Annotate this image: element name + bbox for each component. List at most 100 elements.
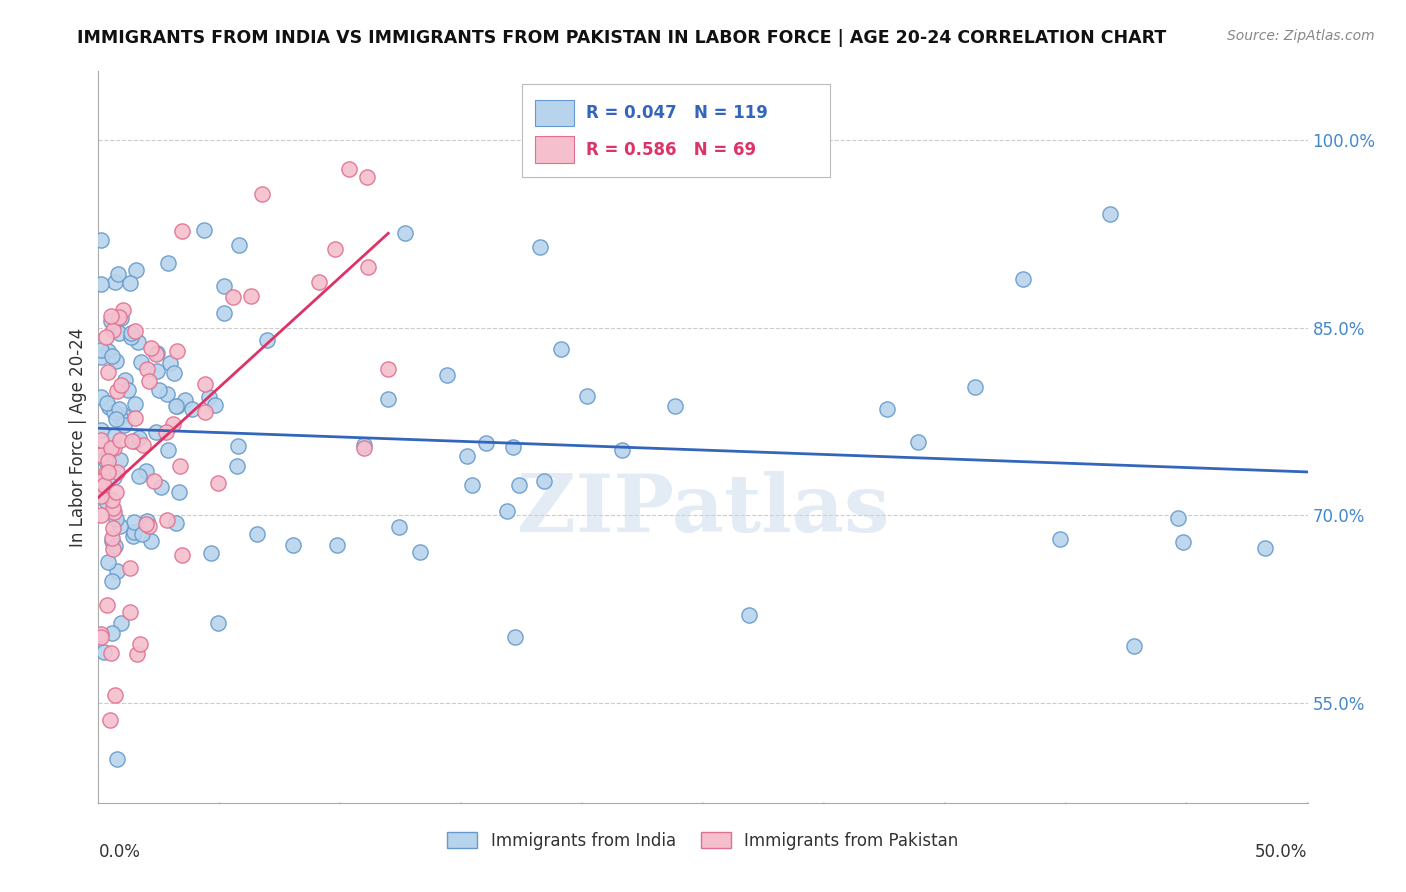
Point [502, 440, 524, 454]
Point [1171, 535, 1194, 549]
Text: ZIPatlas: ZIPatlas [517, 471, 889, 549]
Point [103, 429, 125, 443]
Point [156, 386, 179, 401]
Point [125, 263, 148, 277]
Point [256, 333, 278, 347]
Point [94, 452, 117, 467]
Point [149, 480, 172, 494]
Point [90, 233, 112, 247]
Point [409, 545, 432, 559]
Point [90, 489, 112, 503]
Point [100, 441, 122, 455]
Y-axis label: In Labor Force | Age 20-24: In Labor Force | Age 20-24 [69, 327, 87, 547]
Point [114, 417, 136, 432]
Point [1099, 207, 1122, 221]
Point [165, 400, 187, 414]
Point [337, 161, 360, 176]
Point [204, 398, 226, 412]
Point [104, 688, 127, 702]
Point [166, 343, 188, 358]
Text: Source: ZipAtlas.com: Source: ZipAtlas.com [1227, 29, 1375, 43]
Point [112, 302, 135, 317]
Point [508, 478, 530, 492]
Point [353, 442, 375, 456]
FancyBboxPatch shape [522, 84, 830, 178]
Point [246, 527, 269, 541]
Point [155, 425, 177, 439]
Point [90, 351, 112, 365]
Point [323, 242, 346, 256]
Point [108, 433, 131, 447]
Text: R = 0.047   N = 119: R = 0.047 N = 119 [586, 104, 768, 122]
Point [104, 484, 127, 499]
Point [135, 464, 157, 478]
Point [212, 279, 235, 293]
Point [475, 436, 498, 450]
Point [91, 481, 114, 495]
Point [166, 399, 188, 413]
Point [105, 564, 128, 578]
Point [226, 439, 249, 453]
Point [94, 330, 117, 344]
Point [103, 469, 125, 483]
Point [128, 468, 150, 483]
Point [127, 334, 149, 349]
Point [356, 260, 378, 275]
Point [136, 362, 159, 376]
Point [100, 314, 122, 328]
Point [167, 485, 190, 500]
Point [120, 330, 142, 344]
Point [169, 458, 191, 473]
Point [100, 646, 122, 660]
Point [90, 475, 112, 489]
Point [907, 434, 929, 449]
Point [100, 531, 122, 545]
Point [101, 533, 124, 548]
Point [124, 397, 146, 411]
Point [963, 380, 986, 394]
Point [388, 520, 411, 534]
Point [104, 275, 127, 289]
Point [174, 392, 197, 407]
Point [138, 374, 160, 388]
Point [108, 452, 131, 467]
Point [105, 466, 128, 480]
Point [353, 438, 375, 452]
Point [90, 630, 112, 644]
Point [128, 431, 150, 445]
Point [90, 627, 112, 641]
Point [141, 534, 163, 549]
Point [252, 186, 274, 201]
Point [110, 616, 132, 631]
Point [136, 515, 159, 529]
Text: 50.0%: 50.0% [1256, 843, 1308, 861]
Point [1167, 510, 1189, 524]
Point [225, 459, 247, 474]
Point [214, 306, 236, 320]
Point [103, 539, 125, 553]
Point [105, 384, 128, 399]
Point [181, 402, 204, 417]
Point [122, 529, 145, 543]
Point [664, 399, 686, 413]
Point [163, 366, 186, 380]
Point [107, 402, 129, 417]
Point [98, 400, 121, 414]
Point [101, 323, 124, 337]
Point [101, 500, 124, 515]
Point [145, 425, 167, 439]
Point [145, 364, 167, 378]
Point [156, 513, 179, 527]
Point [122, 525, 145, 540]
Point [127, 647, 149, 661]
Point [103, 405, 125, 419]
Point [128, 637, 150, 651]
Point [228, 238, 250, 252]
Point [101, 520, 124, 534]
Point [100, 714, 122, 728]
Point [129, 355, 152, 369]
Point [97, 454, 120, 468]
Point [101, 625, 124, 640]
Point [377, 392, 399, 406]
Point [394, 226, 416, 240]
